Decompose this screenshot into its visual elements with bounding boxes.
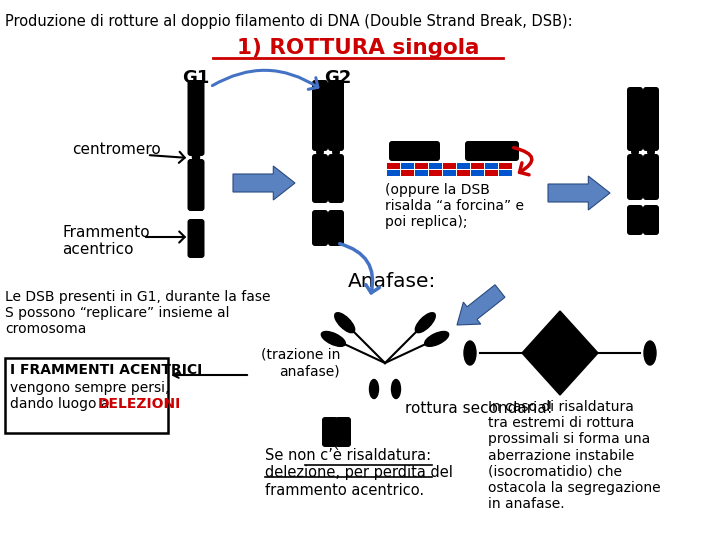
Text: vengono sempre persi,: vengono sempre persi, [10, 381, 169, 395]
Bar [415, 163, 428, 169]
FancyBboxPatch shape [328, 154, 344, 203]
Text: (oppure la DSB
risalda “a forcina” e
poi replica);: (oppure la DSB risalda “a forcina” e poi… [385, 183, 524, 230]
Text: Produzione di rotture al doppio filamento di DNA (Double Strand Break, DSB):: Produzione di rotture al doppio filament… [5, 14, 572, 29]
FancyBboxPatch shape [187, 219, 204, 258]
FancyBboxPatch shape [335, 417, 351, 447]
Bar [457, 163, 470, 169]
FancyBboxPatch shape [187, 159, 204, 211]
Bar [471, 163, 484, 169]
FancyBboxPatch shape [627, 205, 643, 235]
Text: DELEZIONI: DELEZIONI [98, 397, 181, 411]
Text: 1) ROTTURA singola: 1) ROTTURA singola [237, 38, 480, 58]
Ellipse shape [644, 341, 656, 365]
Ellipse shape [631, 148, 638, 156]
FancyBboxPatch shape [187, 80, 204, 156]
FancyBboxPatch shape [312, 210, 328, 246]
Text: rottura secondaria!: rottura secondaria! [405, 401, 553, 416]
Bar [471, 170, 484, 176]
FancyBboxPatch shape [322, 417, 338, 447]
Bar [457, 170, 470, 176]
Polygon shape [548, 176, 610, 210]
FancyBboxPatch shape [328, 210, 344, 246]
Bar [415, 170, 428, 176]
Bar [499, 170, 512, 176]
Bar [429, 170, 442, 176]
Text: dando luogo a: dando luogo a [10, 397, 114, 411]
Bar [387, 163, 400, 169]
Text: Le DSB presenti in G1, durante la fase
S possono “replicare” insieme al
cromosom: Le DSB presenti in G1, durante la fase S… [5, 290, 271, 336]
FancyBboxPatch shape [389, 141, 440, 161]
Ellipse shape [317, 148, 323, 156]
Text: G2: G2 [324, 69, 351, 87]
FancyBboxPatch shape [643, 205, 659, 235]
Bar [387, 170, 400, 176]
Bar [429, 163, 442, 169]
FancyBboxPatch shape [5, 358, 168, 433]
Ellipse shape [333, 148, 339, 156]
Ellipse shape [648, 148, 654, 156]
Text: I FRAMMENTI ACENTRICI: I FRAMMENTI ACENTRICI [10, 363, 202, 377]
Text: In caso di risaldatura
tra estremi di rottura
prossimali si forma una
aberrazion: In caso di risaldatura tra estremi di ro… [488, 400, 661, 511]
Text: G1: G1 [182, 69, 210, 87]
FancyBboxPatch shape [643, 154, 659, 200]
Ellipse shape [335, 313, 355, 333]
Bar [485, 170, 498, 176]
Bar [499, 163, 512, 169]
FancyBboxPatch shape [627, 87, 643, 151]
FancyBboxPatch shape [465, 141, 519, 161]
Text: (trazione in
anafase): (trazione in anafase) [261, 348, 340, 378]
Ellipse shape [321, 332, 346, 346]
Ellipse shape [392, 380, 400, 399]
Ellipse shape [369, 380, 379, 399]
Ellipse shape [415, 313, 436, 333]
Bar [401, 163, 414, 169]
Polygon shape [233, 166, 295, 200]
Ellipse shape [425, 332, 449, 346]
Text: Se non c’è risaldatura:
delezione, per perdita del
frammento acentrico.: Se non c’è risaldatura: delezione, per p… [265, 448, 453, 498]
FancyBboxPatch shape [627, 154, 643, 200]
FancyBboxPatch shape [328, 80, 344, 151]
Text: :: : [518, 160, 524, 178]
FancyBboxPatch shape [312, 154, 328, 203]
Text: Anafase:: Anafase: [348, 272, 436, 291]
Bar [485, 163, 498, 169]
FancyBboxPatch shape [643, 87, 659, 151]
Text: centromero: centromero [72, 143, 161, 158]
Polygon shape [457, 285, 505, 325]
Ellipse shape [192, 152, 199, 161]
Bar [443, 170, 456, 176]
Ellipse shape [464, 341, 476, 365]
Polygon shape [522, 311, 598, 395]
Text: Frammento
acentrico: Frammento acentrico [62, 225, 150, 258]
Bar [443, 163, 456, 169]
FancyBboxPatch shape [312, 80, 328, 151]
Bar [401, 170, 414, 176]
